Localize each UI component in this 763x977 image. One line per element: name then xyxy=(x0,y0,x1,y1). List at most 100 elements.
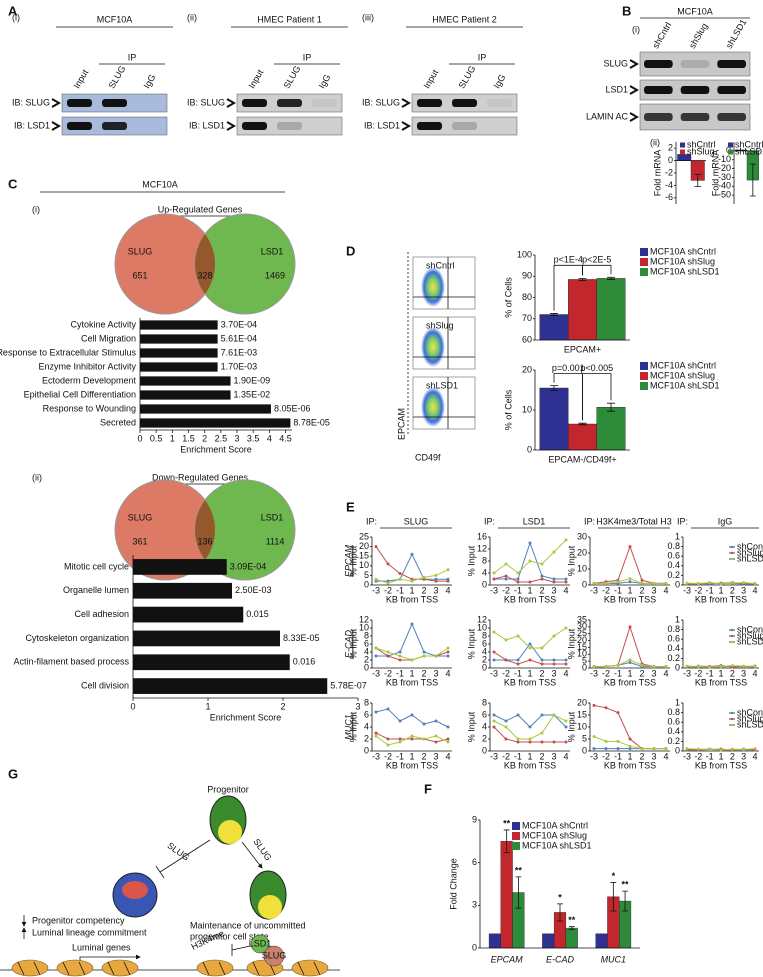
legend-label: MCF10A shSlug xyxy=(650,370,715,380)
flow-ylabel: EPCAM xyxy=(396,408,406,440)
marker xyxy=(664,665,668,669)
x-tick-label: -3 xyxy=(490,585,498,595)
nucleosome xyxy=(11,959,49,977)
bar xyxy=(539,314,569,341)
y-tick-label: 4 xyxy=(482,567,487,577)
x-tick-label: -3 xyxy=(683,751,691,761)
legend-label: shControl xyxy=(737,624,763,634)
x-tick-label: -1 xyxy=(614,585,622,595)
marker xyxy=(516,662,520,666)
marker xyxy=(696,747,700,751)
row-label: LAMIN AC xyxy=(586,111,629,121)
error-bar xyxy=(557,903,563,922)
marker xyxy=(516,577,520,581)
y-tick-label: 4 xyxy=(482,646,487,656)
y-tick-label: 20 xyxy=(577,635,587,645)
marker xyxy=(374,646,378,650)
series-line xyxy=(375,647,449,661)
venn-count: 328 xyxy=(197,270,212,280)
legend-swatch xyxy=(680,142,685,148)
marker xyxy=(446,579,450,583)
gene-label: EPCAM xyxy=(343,544,353,577)
y-tick-label: 10 xyxy=(577,649,587,659)
x-tick-label: 3 xyxy=(355,701,360,711)
marker xyxy=(528,646,532,650)
band xyxy=(644,113,673,121)
marker xyxy=(398,650,402,654)
bar xyxy=(140,348,218,358)
legend-swatch xyxy=(640,248,648,256)
bracket xyxy=(582,373,612,421)
y-tick-label: 0.6 xyxy=(667,717,680,727)
ip-prefix: IP: xyxy=(677,516,688,526)
x-tick-label: 4 xyxy=(445,585,450,595)
y-tick-label: 0.4 xyxy=(667,643,680,653)
lane-label: SLUG xyxy=(282,64,303,90)
significance: ** xyxy=(503,818,511,828)
dna-wrap xyxy=(252,961,260,976)
band xyxy=(717,113,746,121)
venn-count: 1114 xyxy=(266,536,285,546)
nucleosome xyxy=(56,959,94,977)
bar xyxy=(140,376,231,386)
bar xyxy=(140,362,218,372)
y-tick-label: 0 xyxy=(675,662,680,672)
y-tick-label: 20 xyxy=(522,364,532,374)
legend-marker xyxy=(730,628,734,632)
blot-title: HMEC Patient 1 xyxy=(257,14,322,24)
category-label: Enzyme Inhibitor Activity xyxy=(38,361,136,371)
marker xyxy=(664,747,668,751)
bar xyxy=(140,390,231,400)
y-tick-label: 0 xyxy=(582,745,587,755)
x-tick-label: 3 xyxy=(741,585,746,595)
ip-label: IP xyxy=(128,52,137,62)
legend-label: MCF10A shSlug xyxy=(650,256,715,266)
band xyxy=(277,99,302,107)
category-label: Cell division xyxy=(81,680,129,690)
marker xyxy=(528,658,532,662)
blot-title: HMEC Patient 2 xyxy=(432,14,497,24)
panel-letter: G xyxy=(8,766,18,781)
x-tick-label: 2 xyxy=(730,585,735,595)
marker xyxy=(386,737,390,741)
marker xyxy=(410,552,414,556)
x-tick-label: -1 xyxy=(514,668,522,678)
legend-label: shSlug xyxy=(737,630,763,640)
x-tick-label: 4 xyxy=(752,585,757,595)
marker xyxy=(640,581,644,585)
marker xyxy=(504,574,508,578)
nucleus xyxy=(122,881,148,899)
y-tick-label: 35 xyxy=(577,614,587,624)
x-tick-label: 4 xyxy=(663,751,668,761)
error-bar xyxy=(578,422,587,426)
marker xyxy=(410,622,414,626)
sub-label: (ii) xyxy=(32,472,42,482)
marker xyxy=(628,744,632,748)
x-tick-label: 3 xyxy=(551,751,556,761)
marker xyxy=(696,665,700,669)
marker xyxy=(516,658,520,662)
x-axis-label: KB from TSS xyxy=(386,760,438,770)
marker xyxy=(446,725,450,729)
marker xyxy=(446,650,450,654)
y-tick-label: 0 xyxy=(582,662,587,672)
legend-swatch xyxy=(512,822,520,830)
flow-density xyxy=(421,267,445,307)
error-bar xyxy=(694,173,702,188)
marker xyxy=(742,581,746,585)
dna-wrap xyxy=(218,961,226,976)
x-tick-label: -3 xyxy=(683,668,691,678)
marker xyxy=(386,650,390,654)
ip-name: SLUG xyxy=(404,516,429,526)
y-tick-label: 12 xyxy=(359,614,369,624)
bar xyxy=(568,423,597,451)
marker xyxy=(616,580,620,584)
marker xyxy=(628,577,632,581)
marker xyxy=(540,562,544,566)
x-tick-label: 2 xyxy=(539,585,544,595)
marker xyxy=(374,734,378,738)
x-axis-label: KB from TSS xyxy=(504,594,556,604)
y-tick-label: 6 xyxy=(482,638,487,648)
x-tick-label: 1 xyxy=(409,585,414,595)
marker xyxy=(540,577,544,581)
